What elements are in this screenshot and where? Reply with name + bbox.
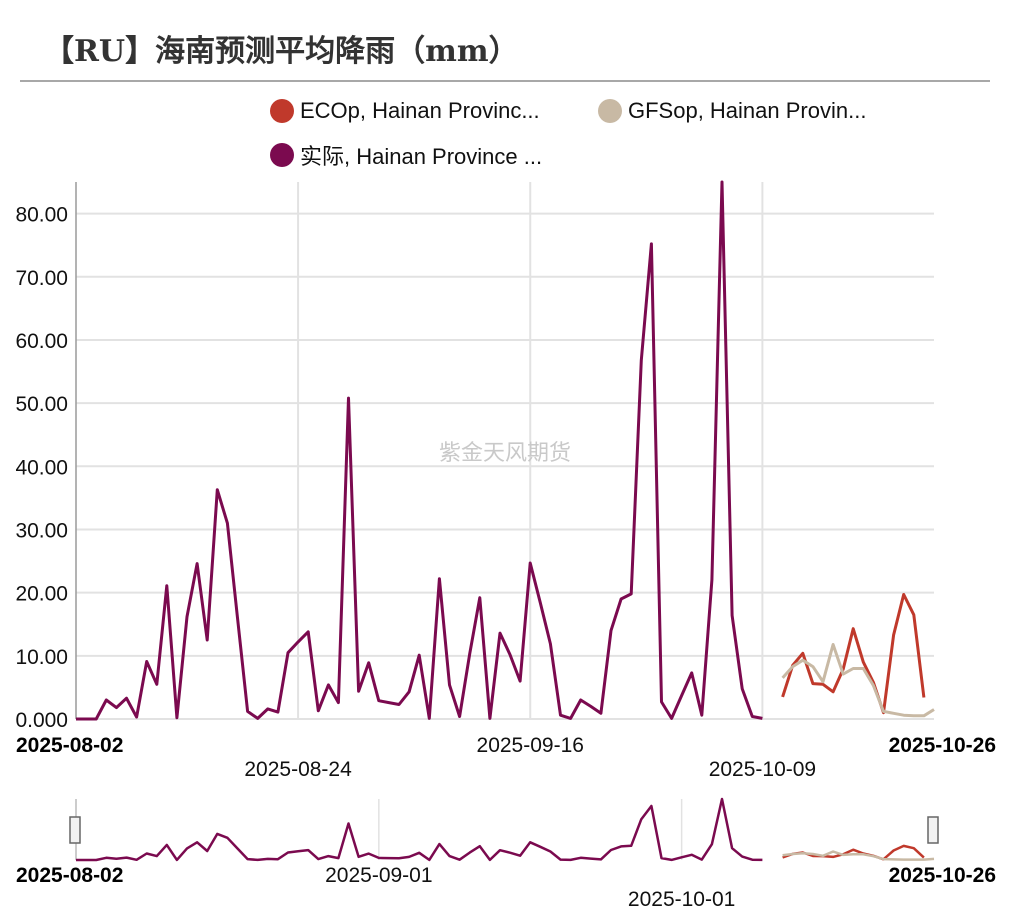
chart-title: 【RU】海南预测平均降雨（mm）	[44, 34, 519, 69]
legend-item-actual[interactable]: 实际, Hainan Province ...	[270, 139, 542, 171]
y-tick-label: 40.00	[15, 456, 68, 479]
series-line-2	[781, 643, 935, 718]
nav-x-tick-label: 2025-08-02	[16, 864, 123, 887]
nav-x-tick-label: 2025-09-01	[325, 864, 432, 887]
nav-series-line-2	[782, 850, 935, 861]
x-tick-label: 2025-08-02	[16, 734, 123, 757]
x-tick-label: 2025-10-09	[709, 758, 816, 781]
title-divider	[20, 80, 990, 82]
legend-label-eco: ECOp, Hainan Provinc...	[300, 98, 540, 123]
y-tick-label: 20.00	[15, 583, 68, 606]
watermark-text: 紫金天风期货	[439, 441, 571, 466]
y-tick-label: 0.000	[15, 709, 68, 732]
y-tick-label: 70.00	[15, 267, 68, 290]
legend-dot-actual-icon	[270, 143, 294, 167]
y-tick-label: 60.00	[15, 330, 68, 353]
y-tick-label: 10.00	[15, 646, 68, 669]
y-tick-label: 30.00	[15, 519, 68, 542]
navigator: 2025-08-02 2025-09-01 2025-10-01 2025-10-26	[16, 797, 996, 911]
x-tick-label: 2025-08-24	[244, 758, 352, 781]
y-tick-label: 80.00	[15, 204, 68, 227]
axis-layer: 0.000 10.00 20.00 30.00 40.00 50.00 60.00 70.00…	[15, 182, 77, 732]
nav-handle-right[interactable]	[927, 816, 939, 844]
legend-item-gfs[interactable]: GFSop, Hainan Provin...	[598, 98, 866, 124]
legend-label-gfs: GFSop, Hainan Provin...	[628, 98, 867, 123]
series-line-1	[781, 593, 926, 715]
nav-x-tick-label: 2025-10-01	[628, 888, 735, 911]
legend-dot-eco-icon	[270, 99, 294, 123]
grid-layer	[76, 182, 934, 720]
y-tick-label: 50.00	[15, 393, 68, 416]
x-axis-labels: 2025-08-02 2025-08-24 2025-09-16 2025-10-09…	[16, 734, 996, 781]
nav-handle-left[interactable]	[69, 816, 81, 844]
legend-item-eco[interactable]: ECOp, Hainan Provinc...	[270, 98, 540, 124]
nav-x-tick-label: 2025-10-26	[889, 864, 996, 887]
x-tick-label: 2025-09-16	[477, 734, 584, 757]
x-tick-label: 2025-10-26	[889, 734, 996, 757]
nav-series-line-0	[76, 797, 763, 862]
legend-label-actual: 实际, Hainan Province ...	[300, 144, 543, 169]
series-layer	[76, 180, 935, 721]
legend-dot-gfs-icon	[598, 99, 622, 123]
series-line-0	[76, 180, 763, 721]
